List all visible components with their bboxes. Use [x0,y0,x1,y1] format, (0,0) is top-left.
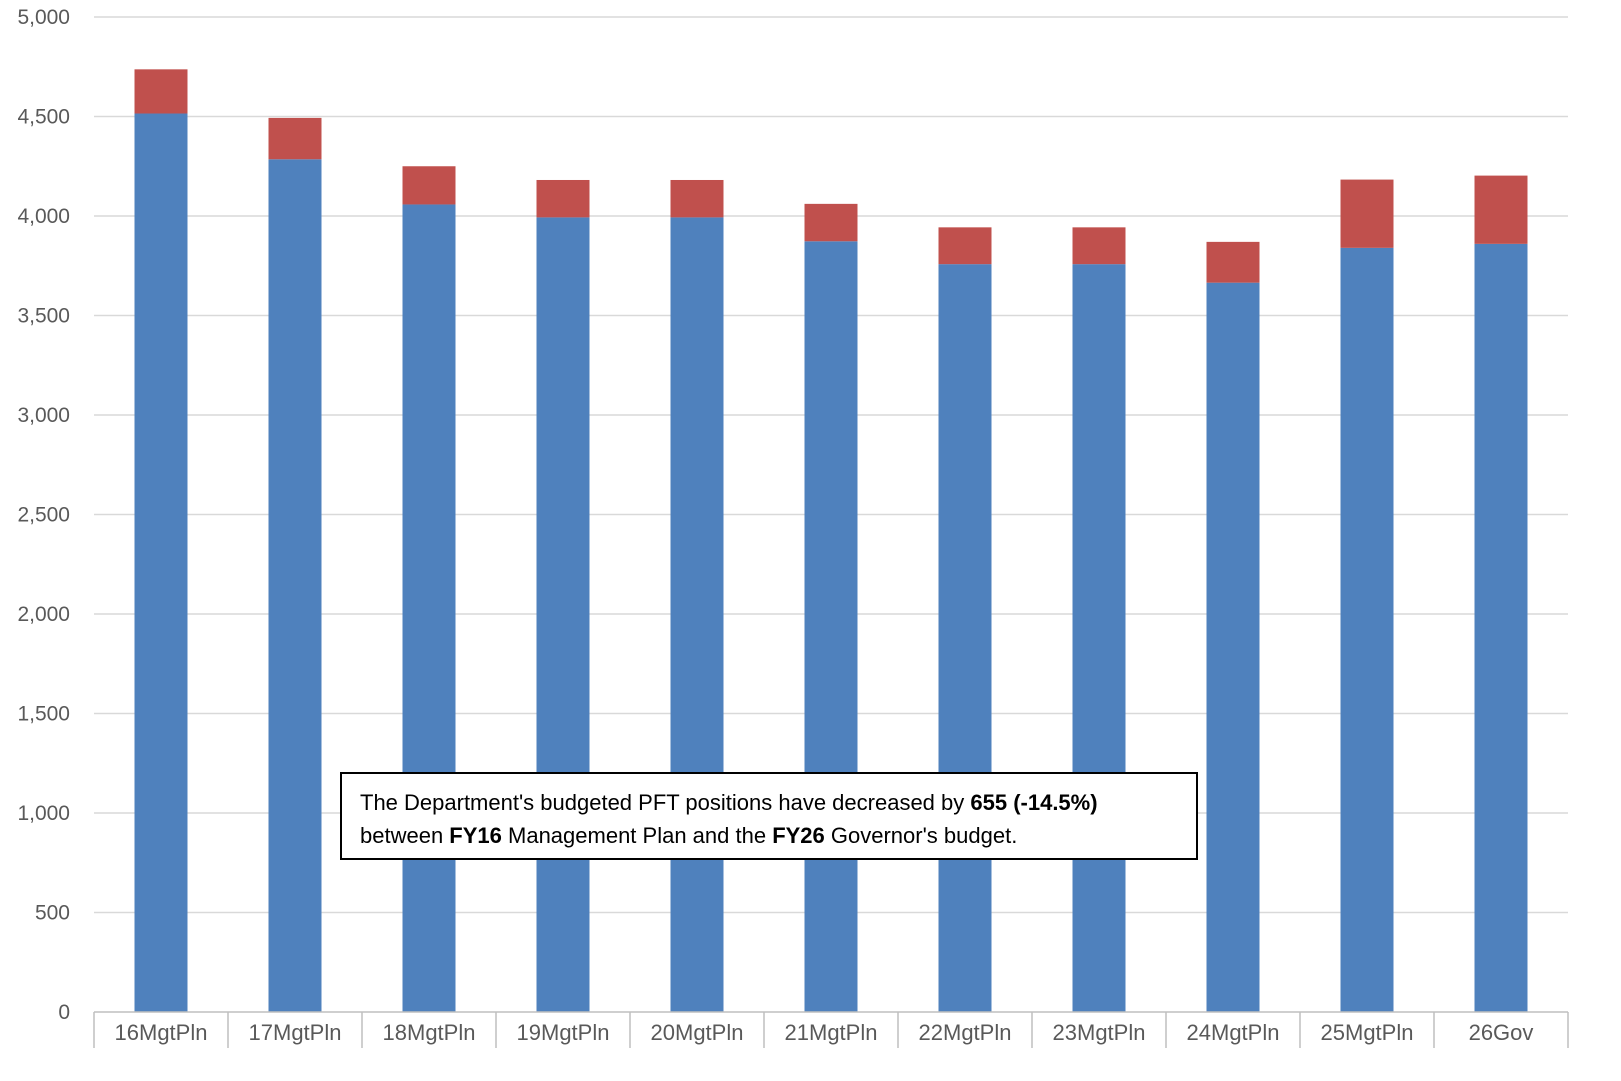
x-category-label: 22MgtPln [919,1020,1012,1045]
bar-segment-red [1474,175,1528,244]
bar-segment-blue [1072,264,1126,1013]
x-category-label: 25MgtPln [1321,1020,1414,1045]
annotation-box: The Department's budgeted PFT positions … [340,772,1198,860]
annotation-bold-fy26: FY26 [772,823,825,848]
bar-segment-blue [134,113,188,1012]
y-tick-label: 500 [35,902,70,925]
y-tick-label: 4,000 [17,205,70,228]
bar-segment-red [1340,179,1394,248]
y-tick-label: 0 [58,1001,70,1024]
bar-segment-red [804,203,858,242]
bar-segment-blue [402,204,456,1012]
y-tick-label: 5,000 [17,6,70,29]
annotation-text: The Department's budgeted PFT positions … [360,790,971,815]
y-tick-label: 1,000 [17,802,70,825]
y-tick-label: 4,500 [17,106,70,129]
annotation-text: Management Plan and the [501,823,773,848]
bar-segment-red [670,179,724,218]
x-category-label: 23MgtPln [1053,1020,1146,1045]
x-category-label: 26Gov [1469,1020,1534,1045]
x-category-label: 16MgtPln [115,1020,208,1045]
bar-segment-blue [1340,247,1394,1013]
annotation-line-1: The Department's budgeted PFT positions … [360,786,1178,819]
bar-segment-red [268,117,322,160]
y-tick-label: 3,000 [17,404,70,427]
x-category-label: 20MgtPln [651,1020,744,1045]
bar-segment-blue [670,217,724,1012]
x-category-label: 19MgtPln [517,1020,610,1045]
bar-segment-red [134,69,188,114]
y-axis-tick-labels: 0 500 1,000 1,500 2,000 2,500 3,000 3,500 4,000 4… [17,6,70,1024]
x-axis [93,1011,1569,1048]
y-tick-label: 1,500 [17,703,70,726]
bar-segment-red [938,227,992,265]
bar-segment-blue [536,217,590,1012]
x-category-label: 18MgtPln [383,1020,476,1045]
y-tick-label: 2,000 [17,603,70,626]
bar-segment-blue [1206,282,1260,1012]
bar-segment-blue [804,241,858,1012]
annotation-line-2: between FY16 Management Plan and the FY2… [360,819,1178,852]
x-category-label: 17MgtPln [249,1020,342,1045]
annotation-bold-fy16: FY16 [449,823,502,848]
bar-segment-red [402,166,456,205]
x-axis-category-labels: 16MgtPln 17MgtPln 18MgtPln 19MgtPln 20MgtPln… [115,1020,1534,1045]
y-tick-label: 2,500 [17,504,70,527]
annotation-text: between [360,823,450,848]
y-tick-label: 3,500 [17,305,70,328]
bar-segment-red [536,179,590,218]
annotation-text: Governor's budget. [824,823,1018,848]
annotation-bold-value: 655 (-14.5%) [970,790,1098,815]
bar-segment-red [1072,227,1126,265]
bar-segment-blue [938,264,992,1013]
bar-segment-red [1206,241,1260,283]
bars [134,69,1528,1013]
bar-segment-blue [1474,243,1528,1013]
x-category-label: 21MgtPln [785,1020,878,1045]
x-category-label: 24MgtPln [1187,1020,1280,1045]
bar-segment-blue [268,159,322,1012]
